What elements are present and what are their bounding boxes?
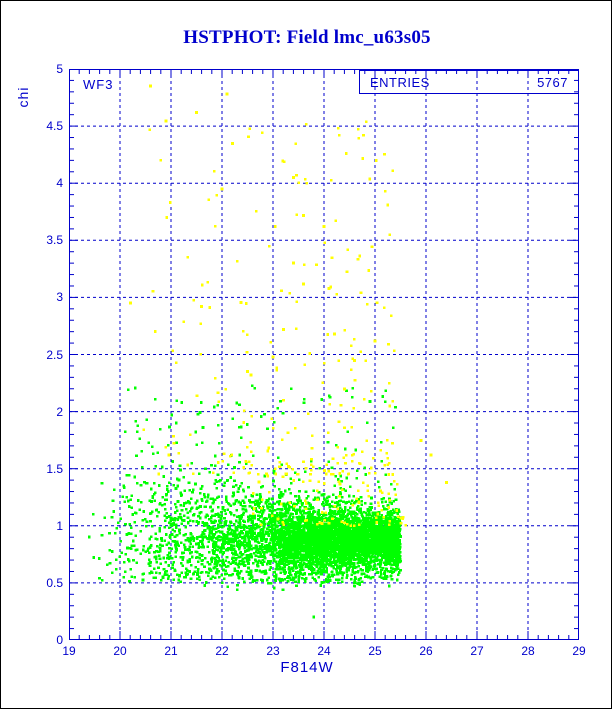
y-tick-label: 2 xyxy=(56,404,63,419)
y-tick-label: 4 xyxy=(56,176,63,191)
x-tick-label: 24 xyxy=(317,644,331,658)
x-tick-label: 19 xyxy=(62,644,76,658)
data-points-flagged xyxy=(128,84,448,528)
y-tick-label: 1.5 xyxy=(46,461,63,476)
x-tick-label: 21 xyxy=(164,644,178,658)
y-axis-tick-labels: 0 0.5 1 1.5 2 2.5 3 3.5 4 4.5 5 xyxy=(19,63,63,646)
x-tick-label: 26 xyxy=(419,644,433,658)
y-tick-label: 0 xyxy=(56,633,63,647)
axis-frame xyxy=(69,69,579,640)
scatter-svg xyxy=(69,69,579,640)
entries-value: 5767 xyxy=(537,75,568,90)
y-tick-label: 3.5 xyxy=(46,233,63,248)
x-tick-label: 23 xyxy=(266,644,280,658)
x-axis-label: F814W xyxy=(280,659,334,676)
x-tick-label: 22 xyxy=(215,644,229,658)
page-title: HSTPHOT: Field lmc_u63s05 xyxy=(183,27,431,48)
y-tick-label: 2.5 xyxy=(46,347,63,362)
chip-label: WF3 xyxy=(83,77,114,92)
scatter-plot-area xyxy=(69,69,579,640)
x-tick-label: 20 xyxy=(113,644,127,658)
y-tick-label: 0.5 xyxy=(46,575,63,590)
y-tick-label: 3 xyxy=(56,290,63,305)
y-tick-label: 4.5 xyxy=(46,119,63,134)
y-tick-label: 1 xyxy=(56,518,63,533)
entries-legend-box: ENTRIES 5767 xyxy=(359,70,579,94)
entries-label: ENTRIES xyxy=(370,75,430,90)
data-points-good xyxy=(87,384,402,619)
x-tick-label: 28 xyxy=(521,644,535,658)
x-tick-label: 29 xyxy=(572,644,586,658)
y-tick-label: 5 xyxy=(56,62,63,76)
x-tick-label: 27 xyxy=(470,644,484,658)
x-axis-tick-labels: 19 20 21 22 23 24 25 26 27 28 29 xyxy=(62,644,585,665)
x-tick-label: 25 xyxy=(368,644,382,658)
